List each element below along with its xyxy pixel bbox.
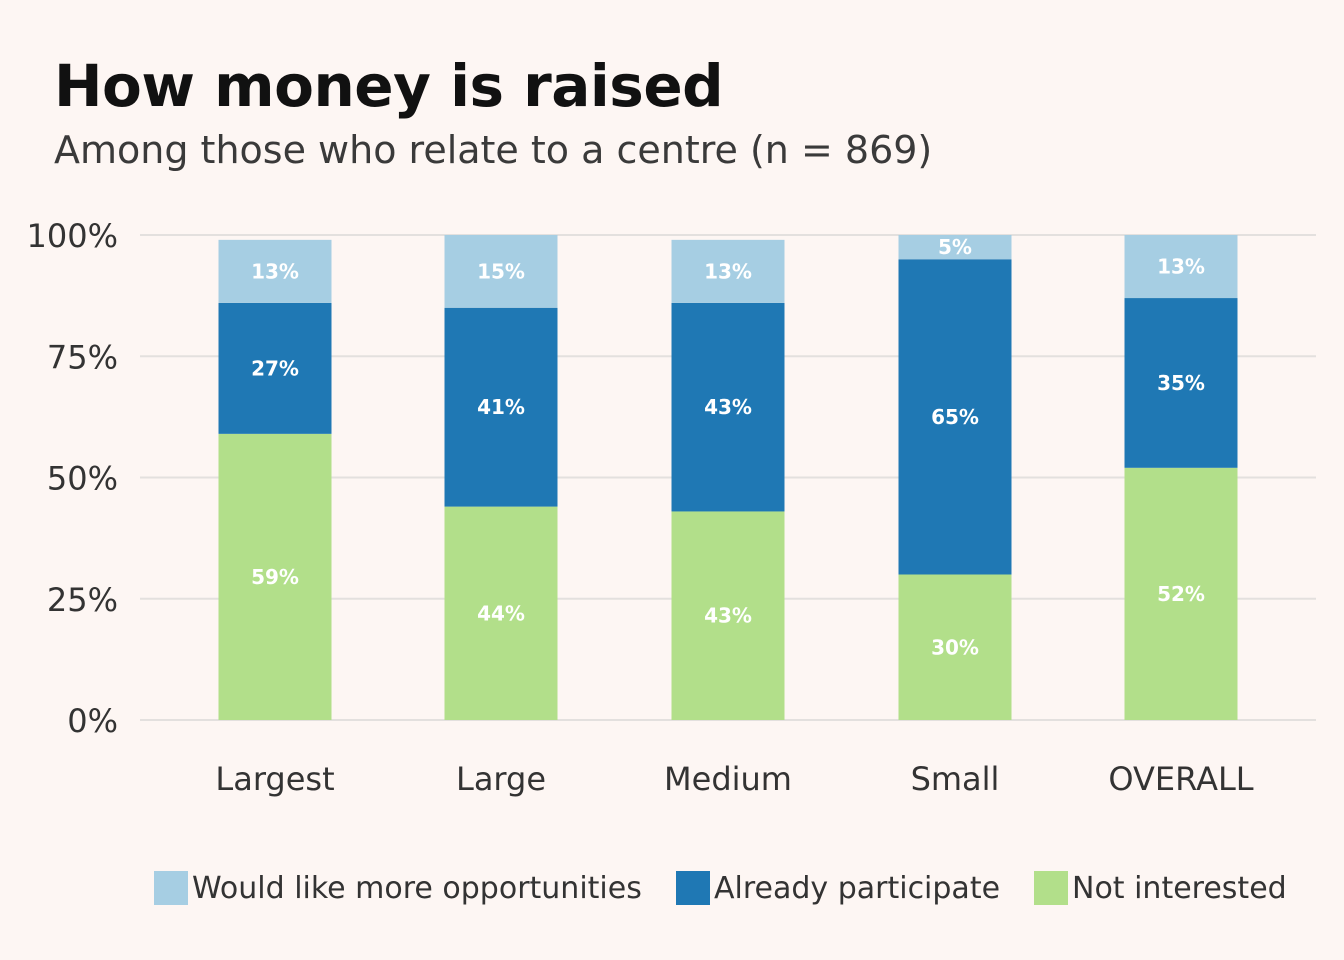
y-tick-label: 50%	[47, 460, 118, 498]
data-label: 41%	[477, 395, 525, 419]
data-label: 13%	[1157, 255, 1205, 279]
data-label: 52%	[1157, 582, 1205, 606]
data-label: 43%	[704, 395, 752, 419]
x-tick-label: Large	[456, 760, 546, 798]
chart-subtitle: Among those who relate to a centre (n = …	[54, 128, 933, 172]
y-tick-label: 0%	[67, 702, 118, 740]
bar-segment	[898, 235, 1012, 260]
bar-segment	[218, 239, 332, 303]
bar-segment	[671, 239, 785, 303]
legend-swatch	[154, 871, 188, 905]
bar-segment	[444, 307, 558, 507]
legend-label: Not interested	[1072, 870, 1287, 906]
bar-segment	[218, 302, 332, 434]
data-label: 15%	[477, 259, 525, 283]
bar-segment	[218, 433, 332, 720]
legend-item-already-participate: Already participate	[676, 866, 1000, 910]
bar-segment	[898, 574, 1012, 720]
x-tick-label: OVERALL	[1108, 760, 1253, 798]
data-label: 44%	[477, 601, 525, 625]
bar-segment	[444, 235, 558, 308]
stacked-bar-chart: 0% 25% 50% 75% 100% 59% 27% 13% Largest 44% 41% 15%…	[27, 217, 1316, 798]
data-label: 30%	[931, 635, 979, 659]
y-tick-label: 100%	[27, 217, 118, 255]
data-label: 13%	[704, 259, 752, 283]
legend-label: Already participate	[714, 870, 1001, 906]
x-tick-label: Small	[911, 760, 1000, 798]
bar-segment	[671, 511, 785, 720]
data-label: 65%	[931, 405, 979, 429]
bar-segment	[898, 259, 1012, 575]
legend-item-not-interested: Not interested	[1034, 866, 1287, 910]
chart-title: How money is raised	[54, 52, 724, 120]
x-tick-label: Largest	[215, 760, 334, 798]
legend-label: Would like more opportunities	[192, 870, 642, 906]
x-tick-label: Medium	[664, 760, 792, 798]
data-label: 27%	[251, 356, 299, 380]
y-tick-label: 25%	[47, 581, 118, 619]
bar-segment	[444, 506, 558, 720]
data-label: 13%	[251, 259, 299, 283]
legend: Would like more opportunities Already pa…	[0, 866, 1344, 910]
legend-swatch	[1034, 871, 1068, 905]
bar-segment	[1124, 298, 1238, 468]
bar-segment	[671, 302, 785, 512]
legend-item-would-like: Would like more opportunities	[154, 866, 642, 910]
legend-swatch	[676, 871, 710, 905]
y-tick-label: 75%	[47, 338, 118, 376]
data-label: 35%	[1157, 371, 1205, 395]
data-label: 43%	[704, 604, 752, 628]
data-label: 5%	[938, 235, 972, 259]
bar-segment	[1124, 235, 1238, 299]
bar-segment	[1124, 467, 1238, 720]
data-label: 59%	[251, 565, 299, 589]
